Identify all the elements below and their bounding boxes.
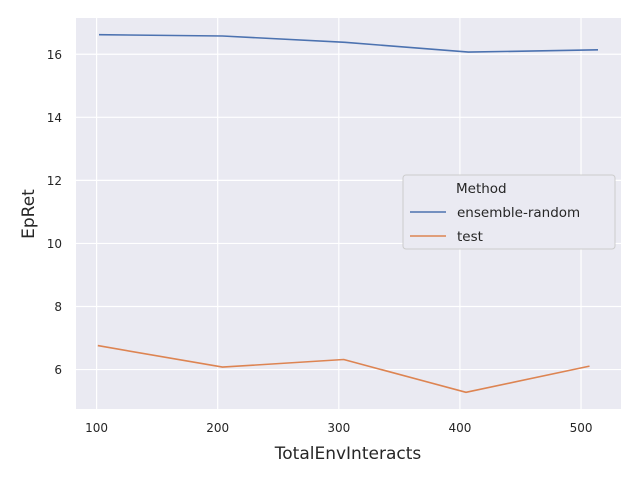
- x-tick-label: 100: [85, 421, 108, 435]
- x-tick-label: 400: [448, 421, 471, 435]
- y-tick-label: 14: [47, 111, 62, 125]
- legend-box: [402, 174, 616, 250]
- x-tick-label: 200: [206, 421, 229, 435]
- y-tick-label: 12: [47, 174, 62, 188]
- series-lines: [97, 33, 599, 394]
- y-tick-label: 16: [47, 48, 62, 62]
- x-tick-label: 500: [570, 421, 593, 435]
- x-tick-label: 300: [327, 421, 350, 435]
- series-line-ensemble-random: [98, 33, 599, 53]
- y-tick-labels: 6 8 10 12 14 16: [47, 48, 62, 377]
- legend-label-test: test: [457, 229, 483, 245]
- legend-label-ensemble-random: ensemble-random: [457, 205, 580, 221]
- series-line-test: [97, 344, 590, 394]
- y-tick-label: 8: [54, 300, 62, 314]
- grid-lines: [76, 18, 621, 409]
- x-axis-title: TotalEnvInteracts: [274, 444, 422, 464]
- y-axis-title: EpRet: [19, 189, 39, 239]
- y-tick-label: 10: [47, 237, 62, 251]
- x-tick-labels: 100 200 300 400 500: [85, 421, 592, 435]
- legend-title: Method: [456, 181, 507, 197]
- legend: Method ensemble-random test: [402, 174, 616, 250]
- y-tick-label: 6: [54, 363, 62, 377]
